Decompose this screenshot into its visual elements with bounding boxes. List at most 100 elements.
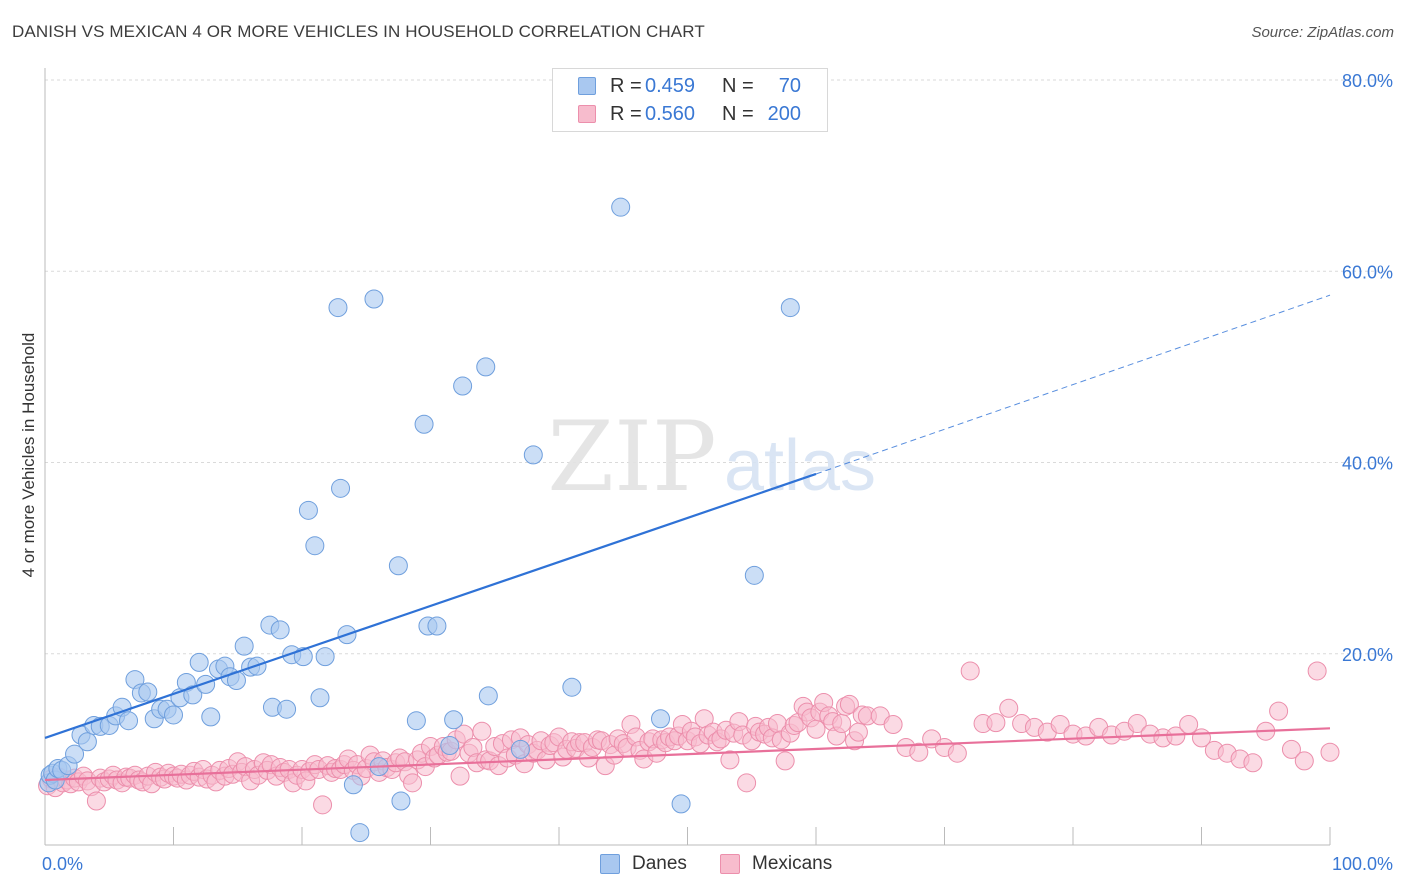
- dane-point: [414, 414, 434, 434]
- mexican-point: [1294, 751, 1314, 771]
- mexican-point: [720, 750, 740, 770]
- mexican-point: [1307, 661, 1327, 681]
- mexican-point: [1269, 701, 1289, 721]
- correlation-legend: R = 0.459 N = 70 R = 0.560 N = 200: [552, 68, 828, 132]
- dane-point: [440, 736, 460, 756]
- mexican-point: [403, 773, 423, 793]
- mexican-point: [775, 751, 795, 771]
- dane-point: [343, 775, 363, 795]
- y-tick-label: 20.0%: [1342, 645, 1393, 665]
- mexicans-r-value: 0.560: [645, 103, 696, 125]
- mexican-point: [806, 719, 826, 739]
- mexican-point: [947, 743, 967, 763]
- legend-mexicans-swatch: [720, 854, 740, 874]
- dane-point: [562, 677, 582, 697]
- y-axis-label: 4 or more Vehicles in Household: [19, 333, 38, 578]
- dane-point: [77, 732, 97, 752]
- danes-r-label: R =: [610, 75, 642, 97]
- x-tick-label: 0.0%: [42, 854, 83, 874]
- dane-point: [310, 688, 330, 708]
- dane-point: [189, 652, 209, 672]
- watermark-atlas: atlas: [724, 426, 876, 506]
- dane-point: [328, 298, 348, 318]
- mexicans-trend-line: [44, 727, 1331, 782]
- dane-point: [364, 289, 384, 309]
- dane-point: [427, 616, 447, 636]
- dane-point: [270, 620, 290, 640]
- dane-point: [183, 685, 203, 705]
- dane-point: [138, 682, 158, 702]
- y-tick-label: 80.0%: [1342, 71, 1393, 91]
- legend-row-mexicans: R = 0.560 N = 200: [553, 101, 827, 127]
- mexican-point: [839, 694, 859, 714]
- dane-point: [164, 705, 183, 725]
- mexican-point: [1050, 715, 1070, 735]
- dane-point: [305, 536, 325, 556]
- mexican-point: [450, 766, 470, 786]
- dane-point: [201, 707, 221, 727]
- dane-point: [406, 711, 426, 731]
- mexican-point: [737, 773, 757, 793]
- dane-point: [744, 565, 764, 585]
- dane-point: [388, 556, 408, 576]
- danes-n-value: 70: [778, 75, 801, 97]
- dane-point: [671, 794, 691, 814]
- x-tick-label: 100.0%: [1332, 854, 1393, 874]
- mexican-point: [999, 698, 1019, 718]
- mexican-point: [472, 721, 492, 741]
- danes-r-value: 0.459: [645, 75, 696, 97]
- source-label: Source: ZipAtlas.com: [1251, 24, 1394, 41]
- dane-point: [523, 445, 543, 465]
- legend-danes-label: Danes: [632, 853, 687, 874]
- gridlines: [45, 79, 1392, 655]
- mexican-point: [883, 715, 903, 735]
- dane-point: [315, 647, 335, 667]
- dane-point: [119, 711, 139, 731]
- dane-point: [234, 636, 254, 656]
- legend-row-danes: R = 0.459 N = 70: [553, 73, 827, 99]
- dane-point: [298, 500, 318, 520]
- mexican-point: [832, 714, 852, 734]
- mexican-point: [86, 791, 106, 811]
- mexican-point: [1243, 753, 1263, 773]
- dane-point: [476, 357, 496, 377]
- mexican-point: [960, 661, 980, 681]
- mexican-point: [848, 722, 868, 742]
- dane-point: [444, 710, 464, 730]
- danes-swatch: [578, 77, 596, 95]
- dane-point: [65, 744, 85, 764]
- mexicans-n-value: 200: [767, 103, 801, 125]
- watermark: ZIP atlas: [547, 401, 876, 513]
- axes: [44, 68, 1331, 846]
- mexican-point: [1127, 714, 1147, 734]
- legend-mexicans-label: Mexicans: [752, 853, 833, 874]
- mexican-point: [1179, 715, 1199, 735]
- dane-point: [510, 739, 530, 759]
- tick-labels: 20.0% 40.0% 60.0% 80.0% 0.0% 100.0%: [42, 71, 1393, 874]
- watermark-zip: ZIP: [547, 401, 716, 513]
- trend-lines: [44, 294, 1331, 782]
- chart-title: DANISH VS MEXICAN 4 OR MORE VEHICLES IN …: [12, 22, 705, 41]
- y-tick-label: 40.0%: [1342, 454, 1393, 474]
- dane-point: [277, 699, 297, 719]
- danes-trend-extension: [815, 294, 1331, 475]
- dane-point: [391, 791, 411, 811]
- mexicans-points: [38, 661, 1340, 815]
- mexicans-swatch: [578, 105, 596, 123]
- mexican-point: [909, 742, 929, 762]
- dane-point: [611, 197, 631, 217]
- dane-point: [780, 298, 800, 318]
- mexican-point: [1281, 739, 1301, 759]
- y-tick-label: 60.0%: [1342, 262, 1393, 282]
- danes-n-label: N =: [722, 75, 754, 97]
- dane-point: [478, 686, 498, 706]
- mexican-point: [986, 713, 1006, 733]
- dane-point: [651, 709, 671, 729]
- mexican-point: [1320, 742, 1340, 762]
- mexican-point: [313, 795, 333, 815]
- mexicans-r-label: R =: [610, 103, 642, 125]
- dane-point: [453, 376, 473, 396]
- dane-point: [196, 674, 216, 694]
- legend-danes-swatch: [600, 854, 620, 874]
